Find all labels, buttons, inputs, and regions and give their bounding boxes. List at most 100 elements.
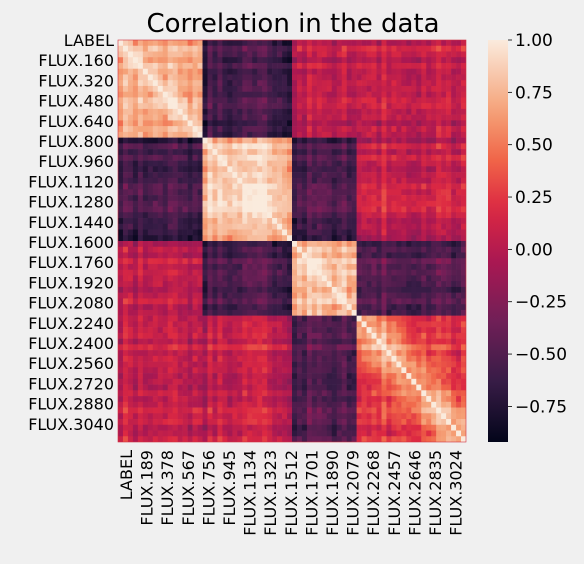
heatmap-cell [282, 263, 288, 271]
heatmap-cell [227, 172, 233, 179]
heatmap-cell [306, 218, 313, 225]
heatmap-cell [451, 430, 457, 437]
heatmap-cell [326, 160, 333, 167]
heatmap-cell [182, 85, 188, 92]
heatmap-cell [142, 246, 149, 253]
heatmap-cell [237, 396, 243, 403]
heatmap-cell [242, 137, 248, 144]
heatmap-cell [202, 436, 208, 442]
heatmap-cell [386, 183, 392, 190]
heatmap-cell [346, 373, 352, 380]
heatmap-cell [436, 396, 442, 403]
heatmap-cell [122, 177, 129, 184]
heatmap-cell [351, 80, 357, 87]
heatmap-cell [132, 131, 139, 138]
heatmap-cell [361, 384, 367, 391]
heatmap-cell [451, 304, 457, 311]
heatmap-cell [252, 137, 258, 144]
heatmap-cell [311, 195, 318, 202]
heatmap-cell [177, 401, 183, 408]
heatmap-cell [152, 172, 159, 179]
heatmap-cell [421, 137, 427, 144]
heatmap-cell [292, 390, 298, 397]
heatmap-cell [396, 218, 402, 225]
heatmap-cell [272, 80, 278, 87]
heatmap-cell [292, 91, 298, 98]
heatmap-cell [416, 206, 422, 213]
heatmap-cell [272, 419, 278, 426]
heatmap-cell [137, 424, 144, 431]
heatmap-cell [157, 252, 164, 259]
heatmap-cell [142, 361, 149, 368]
heatmap-cell [247, 361, 253, 368]
heatmap-cell [172, 223, 178, 230]
heatmap-cell [356, 177, 362, 184]
heatmap-cell [192, 68, 198, 75]
heatmap-cell [346, 235, 352, 242]
heatmap-cell [421, 419, 427, 426]
heatmap-cell [262, 281, 268, 288]
heatmap-cell [461, 241, 466, 248]
heatmap-cell [456, 384, 462, 391]
heatmap-cell [296, 131, 303, 138]
heatmap-cell [282, 367, 288, 374]
heatmap-cell [252, 269, 258, 276]
heatmap-cell [346, 80, 352, 87]
heatmap-cell [356, 269, 362, 276]
heatmap-cell [152, 258, 159, 265]
heatmap-cell [336, 223, 343, 230]
heatmap-cell [267, 57, 273, 64]
heatmap-cell [406, 419, 412, 426]
heatmap-cell [222, 286, 228, 293]
heatmap-cell [451, 286, 457, 293]
heatmap-cell [446, 309, 452, 316]
heatmap-cell [411, 160, 417, 167]
heatmap-cell [306, 252, 313, 259]
heatmap-cell [381, 160, 387, 167]
heatmap-cell [421, 292, 427, 299]
heatmap-cell [118, 292, 124, 299]
heatmap-cell [267, 396, 273, 403]
heatmap-cell [172, 338, 178, 345]
heatmap-cell [326, 413, 333, 420]
heatmap-cell [287, 108, 293, 115]
heatmap-cell [341, 68, 347, 75]
heatmap-cell [406, 321, 412, 328]
heatmap-cell [122, 172, 129, 179]
heatmap-cell [436, 384, 442, 391]
heatmap-cell [421, 235, 427, 242]
heatmap-cell [277, 223, 283, 230]
heatmap-cell [391, 332, 397, 339]
heatmap-cell [172, 120, 178, 127]
heatmap-cell [436, 183, 442, 190]
heatmap-cell [371, 195, 377, 202]
heatmap-cell [152, 407, 159, 414]
heatmap-cell [421, 189, 427, 196]
heatmap-cell [456, 378, 462, 385]
heatmap-cell [287, 223, 293, 230]
heatmap-cell [262, 229, 268, 236]
heatmap-cell [366, 62, 372, 70]
heatmap-cell [242, 424, 248, 431]
heatmap-cell [311, 424, 318, 431]
heatmap-cell [207, 223, 213, 230]
heatmap-cell [132, 430, 139, 437]
heatmap-cell [187, 373, 193, 380]
heatmap-cell [386, 407, 392, 414]
heatmap-cell [396, 137, 402, 144]
heatmap-cell [287, 321, 293, 328]
heatmap-cell [391, 344, 397, 351]
heatmap-cell [272, 183, 278, 190]
heatmap-cell [137, 45, 144, 52]
heatmap-cell [262, 172, 268, 179]
heatmap-cell [346, 218, 352, 225]
heatmap-cell [242, 367, 248, 374]
heatmap-cell [287, 413, 293, 420]
heatmap-cell [207, 91, 213, 98]
heatmap-cell [381, 131, 387, 138]
heatmap-cell [267, 436, 273, 442]
heatmap-cell [172, 315, 178, 322]
heatmap-cell [182, 131, 188, 138]
heatmap-cell [232, 241, 238, 248]
heatmap-cell [182, 275, 188, 282]
